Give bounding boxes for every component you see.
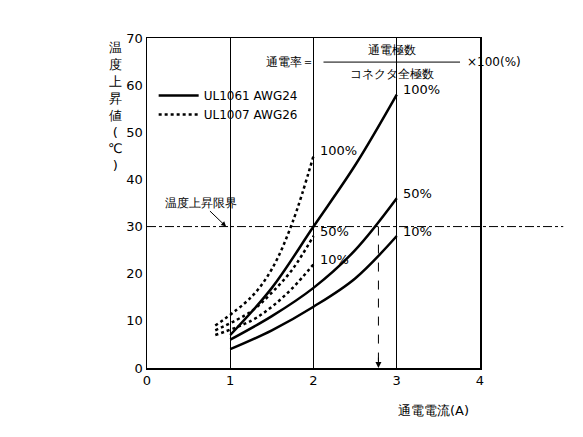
svg-text:10%: 10% (320, 252, 349, 267)
svg-text:60: 60 (126, 78, 143, 93)
svg-text:4: 4 (476, 373, 484, 388)
svg-text:50%: 50% (403, 186, 432, 201)
svg-text:コネクタ全極数: コネクタ全極数 (350, 67, 434, 81)
svg-text:温度上昇限界: 温度上昇限界 (165, 196, 237, 210)
svg-text:通電極数: 通電極数 (368, 43, 416, 57)
svg-text:10: 10 (126, 313, 143, 328)
svg-text:温度上昇値(℃): 温度上昇値(℃) (108, 40, 123, 173)
svg-text:UL1007 AWG26: UL1007 AWG26 (204, 108, 298, 122)
svg-text:50%: 50% (320, 224, 349, 239)
svg-text:3: 3 (393, 373, 401, 388)
svg-text:0: 0 (143, 373, 151, 388)
svg-text:0: 0 (135, 361, 143, 376)
svg-text:100%: 100% (403, 82, 440, 97)
svg-text:20: 20 (126, 266, 143, 281)
svg-text:1: 1 (226, 373, 234, 388)
svg-text:100%: 100% (320, 143, 357, 158)
svg-text:×100(%): ×100(%) (467, 55, 521, 69)
svg-text:通電電流(A): 通電電流(A) (398, 403, 469, 418)
svg-text:30: 30 (126, 219, 143, 234)
svg-text:40: 40 (126, 172, 143, 187)
svg-text:通電率＝: 通電率＝ (266, 55, 314, 69)
svg-text:10%: 10% (403, 224, 432, 239)
svg-text:50: 50 (126, 125, 143, 140)
svg-text:2: 2 (309, 373, 317, 388)
svg-text:70: 70 (126, 31, 143, 46)
svg-text:UL1061 AWG24: UL1061 AWG24 (204, 89, 298, 103)
